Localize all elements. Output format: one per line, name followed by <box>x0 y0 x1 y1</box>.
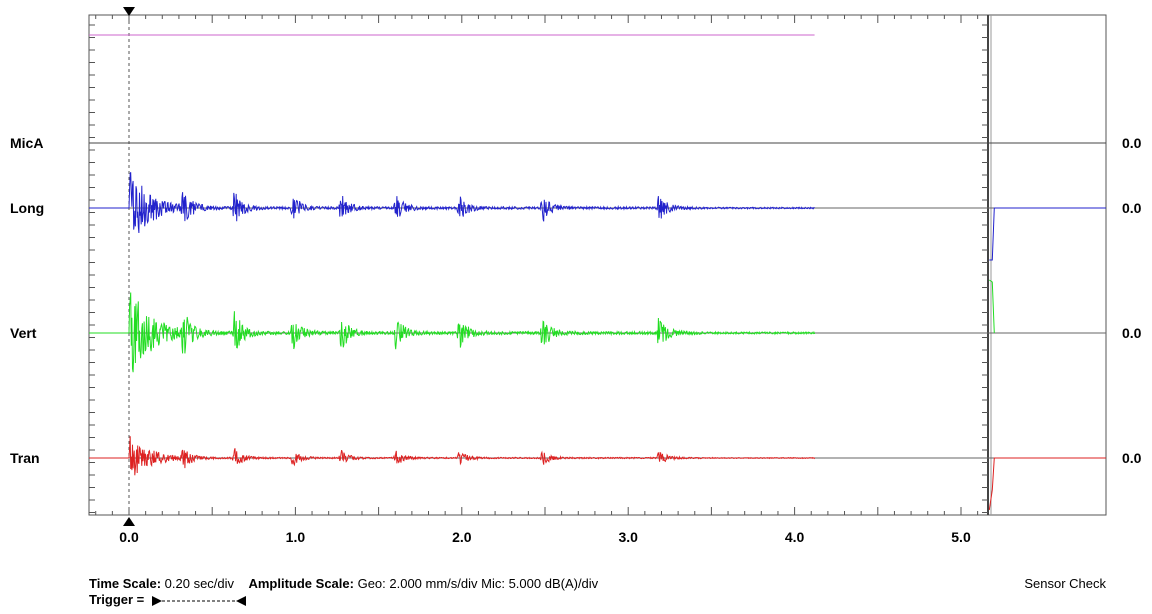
amplitude-scale-value: Geo: 2.000 mm/s/div Mic: 5.000 dB(A)/div <box>357 576 599 591</box>
channel-label-tran: Tran <box>10 450 40 466</box>
waveform-chart: 0.0 1.0 2.0 3.0 4.0 5.0 MicA 0.0 Long 0.0 Vert 0.0 T… <box>10 7 1142 545</box>
plot-frame <box>88 7 1107 526</box>
sensor-check-label: Sensor Check <box>1024 576 1106 591</box>
waveform-long <box>89 172 816 234</box>
footer-info: Time Scale: 0.20 sec/div Amplitude Scale… <box>89 576 598 608</box>
plot-border <box>88 14 1107 516</box>
time-scale-label: Time Scale: <box>89 576 162 591</box>
trigger-top-marker-icon <box>123 7 135 16</box>
sensor-pulse-long <box>989 207 1106 261</box>
x-tick-label: 1.0 <box>286 529 306 545</box>
channel-value-tran: 0.0 <box>1122 450 1142 466</box>
sensor-pulse-tran <box>988 457 1106 511</box>
waveform-traces <box>89 34 1106 511</box>
trigger-label: Trigger = <box>89 592 145 607</box>
channel-labels: 0.0 1.0 2.0 3.0 4.0 5.0 MicA 0.0 Long 0.0 Vert 0.0 T… <box>10 135 1142 545</box>
waveform-vert <box>89 292 816 373</box>
sensor-pulse-vert <box>989 279 995 334</box>
amplitude-scale-label: Amplitude Scale: <box>248 576 354 591</box>
x-tick-label: 4.0 <box>785 529 805 545</box>
x-tick-label: 3.0 <box>618 529 638 545</box>
channel-value-mica: 0.0 <box>1122 135 1142 151</box>
trigger-symbol-icon <box>151 595 246 606</box>
channel-label-vert: Vert <box>10 325 37 341</box>
waveform-tran <box>89 436 816 476</box>
x-tick-label: 5.0 <box>951 529 971 545</box>
trigger-bottom-marker-icon <box>123 517 135 526</box>
channel-label-mica: MicA <box>10 135 43 151</box>
time-scale-value: 0.20 sec/div <box>164 576 235 591</box>
channel-label-long: Long <box>10 200 44 216</box>
x-tick-label: 2.0 <box>452 529 472 545</box>
channel-value-long: 0.0 <box>1122 200 1142 216</box>
channel-value-vert: 0.0 <box>1122 325 1142 341</box>
x-tick-label: 0.0 <box>119 529 139 545</box>
